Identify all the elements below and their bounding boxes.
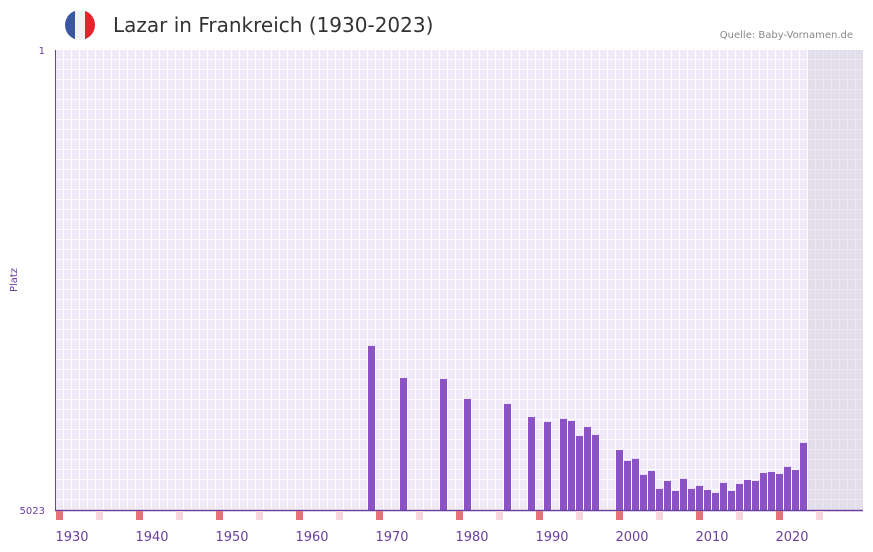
future-area	[808, 50, 863, 510]
bar-2003	[640, 474, 647, 510]
bar-2012	[712, 492, 719, 510]
half-decade-marker	[96, 511, 103, 520]
bar-2016	[744, 479, 751, 510]
x-tick-label: 1930	[55, 530, 88, 545]
bar-2013	[720, 482, 727, 510]
bar-2022	[792, 469, 799, 510]
half-decade-marker	[336, 511, 343, 520]
bar-2017	[752, 480, 759, 510]
x-tick-label: 2000	[615, 530, 648, 545]
bar-1981	[464, 398, 471, 510]
bar-2014	[728, 490, 735, 510]
decade-marker	[696, 511, 703, 520]
half-decade-marker	[656, 511, 663, 520]
half-decade-marker	[416, 511, 423, 520]
bar-1996	[584, 427, 591, 510]
bar-1993	[560, 418, 567, 510]
france-flag-icon	[65, 10, 95, 40]
y-axis-label: Platz	[9, 268, 20, 292]
decade-marker	[376, 511, 383, 520]
half-decade-marker	[816, 511, 823, 520]
decade-marker	[216, 511, 223, 520]
bar-2000	[616, 450, 623, 510]
bar-1978	[440, 379, 447, 510]
bar-1973	[400, 378, 407, 510]
x-tick-label: 1940	[135, 530, 168, 545]
bar-2019	[768, 471, 775, 510]
x-tick-label: 1980	[455, 530, 488, 545]
x-tick-label: 2010	[695, 530, 728, 545]
bar-1997	[592, 434, 599, 510]
bar-2006	[664, 480, 671, 510]
bar-2005	[656, 488, 663, 510]
bar-2004	[648, 470, 655, 510]
bar-2015	[736, 483, 743, 510]
half-decade-marker	[256, 511, 263, 520]
chart-title: Lazar in Frankreich (1930-2023)	[113, 13, 434, 37]
bar-2007	[672, 490, 679, 510]
decade-marker	[56, 511, 63, 520]
bar-1989	[528, 417, 535, 510]
x-tick-label: 2020	[775, 530, 808, 545]
bar-2008	[680, 478, 687, 510]
bar-2009	[688, 488, 695, 510]
bar-2018	[760, 472, 767, 510]
bar-1994	[568, 420, 575, 510]
decade-marker	[536, 511, 543, 520]
decade-marker	[136, 511, 143, 520]
half-decade-marker	[576, 511, 583, 520]
bar-1969	[368, 345, 375, 510]
x-tick-label: 1990	[535, 530, 568, 545]
decade-marker	[776, 511, 783, 520]
x-tick-label: 1960	[295, 530, 328, 545]
bar-1986	[504, 404, 511, 510]
x-tick-label: 1970	[375, 530, 408, 545]
x-tick-label: 1950	[215, 530, 248, 545]
bar-1991	[544, 421, 551, 510]
y-tick-top: 1	[39, 46, 45, 57]
decade-marker	[456, 511, 463, 520]
bar-2002	[632, 458, 639, 510]
y-tick-bottom: 5023	[20, 506, 45, 517]
bar-2011	[704, 489, 711, 510]
decade-marker	[296, 511, 303, 520]
plot-area	[56, 50, 863, 510]
bar-2021	[784, 466, 791, 510]
half-decade-marker	[176, 511, 183, 520]
bar-2020	[776, 474, 783, 510]
bar-2023	[800, 442, 807, 510]
bar-1995	[576, 435, 583, 510]
bar-2001	[624, 460, 631, 510]
half-decade-marker	[736, 511, 743, 520]
source-label: Quelle: Baby-Vornamen.de	[719, 30, 853, 41]
decade-marker	[616, 511, 623, 520]
half-decade-marker	[496, 511, 503, 520]
bar-2010	[696, 485, 703, 510]
